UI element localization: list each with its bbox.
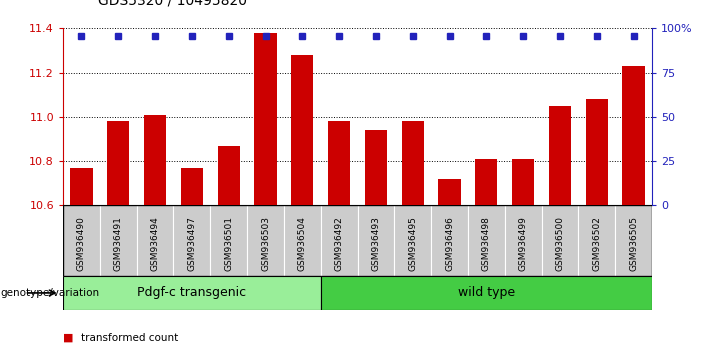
Bar [174, 205, 210, 276]
Bar [439, 179, 461, 205]
Text: GSM936500: GSM936500 [555, 216, 564, 271]
Text: GSM936492: GSM936492 [334, 216, 343, 271]
Bar [218, 145, 240, 205]
Bar [100, 205, 137, 276]
Bar [358, 205, 394, 276]
Text: GSM936499: GSM936499 [519, 216, 528, 271]
Text: GDS5320 / 10495820: GDS5320 / 10495820 [98, 0, 247, 7]
Bar [284, 205, 321, 276]
Bar [107, 121, 129, 205]
Text: GSM936493: GSM936493 [372, 216, 381, 271]
Bar [181, 168, 203, 205]
Text: GSM936496: GSM936496 [445, 216, 454, 271]
Bar [247, 205, 284, 276]
Text: GSM936491: GSM936491 [114, 216, 123, 271]
Text: GSM936502: GSM936502 [592, 216, 601, 271]
Text: GSM936494: GSM936494 [151, 216, 160, 271]
Bar [622, 66, 645, 205]
Bar [254, 33, 277, 205]
Bar [615, 205, 652, 276]
Bar [505, 205, 542, 276]
Bar [63, 276, 320, 310]
Text: transformed count: transformed count [81, 333, 178, 343]
Text: ■: ■ [63, 333, 74, 343]
Bar [586, 99, 608, 205]
Bar [320, 276, 652, 310]
Text: GSM936504: GSM936504 [298, 216, 307, 271]
Bar [70, 168, 93, 205]
Text: genotype/variation: genotype/variation [1, 288, 100, 298]
Text: GSM936497: GSM936497 [187, 216, 196, 271]
Text: GSM936505: GSM936505 [629, 216, 638, 271]
Bar [63, 205, 100, 276]
Text: wild type: wild type [458, 286, 515, 299]
Bar [144, 115, 166, 205]
Bar [394, 205, 431, 276]
Bar [578, 205, 615, 276]
Text: GSM936498: GSM936498 [482, 216, 491, 271]
Bar [542, 205, 578, 276]
Bar [365, 130, 387, 205]
Bar [210, 205, 247, 276]
Bar [431, 205, 468, 276]
Bar [292, 55, 313, 205]
Bar [468, 205, 505, 276]
Bar [402, 121, 423, 205]
Text: GSM936495: GSM936495 [408, 216, 417, 271]
Text: Pdgf-c transgenic: Pdgf-c transgenic [137, 286, 247, 299]
Bar [549, 106, 571, 205]
Text: GSM936503: GSM936503 [261, 216, 270, 271]
Bar [328, 121, 350, 205]
Text: GSM936501: GSM936501 [224, 216, 233, 271]
Bar [475, 159, 498, 205]
Bar [512, 159, 534, 205]
Text: GSM936490: GSM936490 [77, 216, 86, 271]
Bar [320, 205, 358, 276]
Bar [137, 205, 174, 276]
